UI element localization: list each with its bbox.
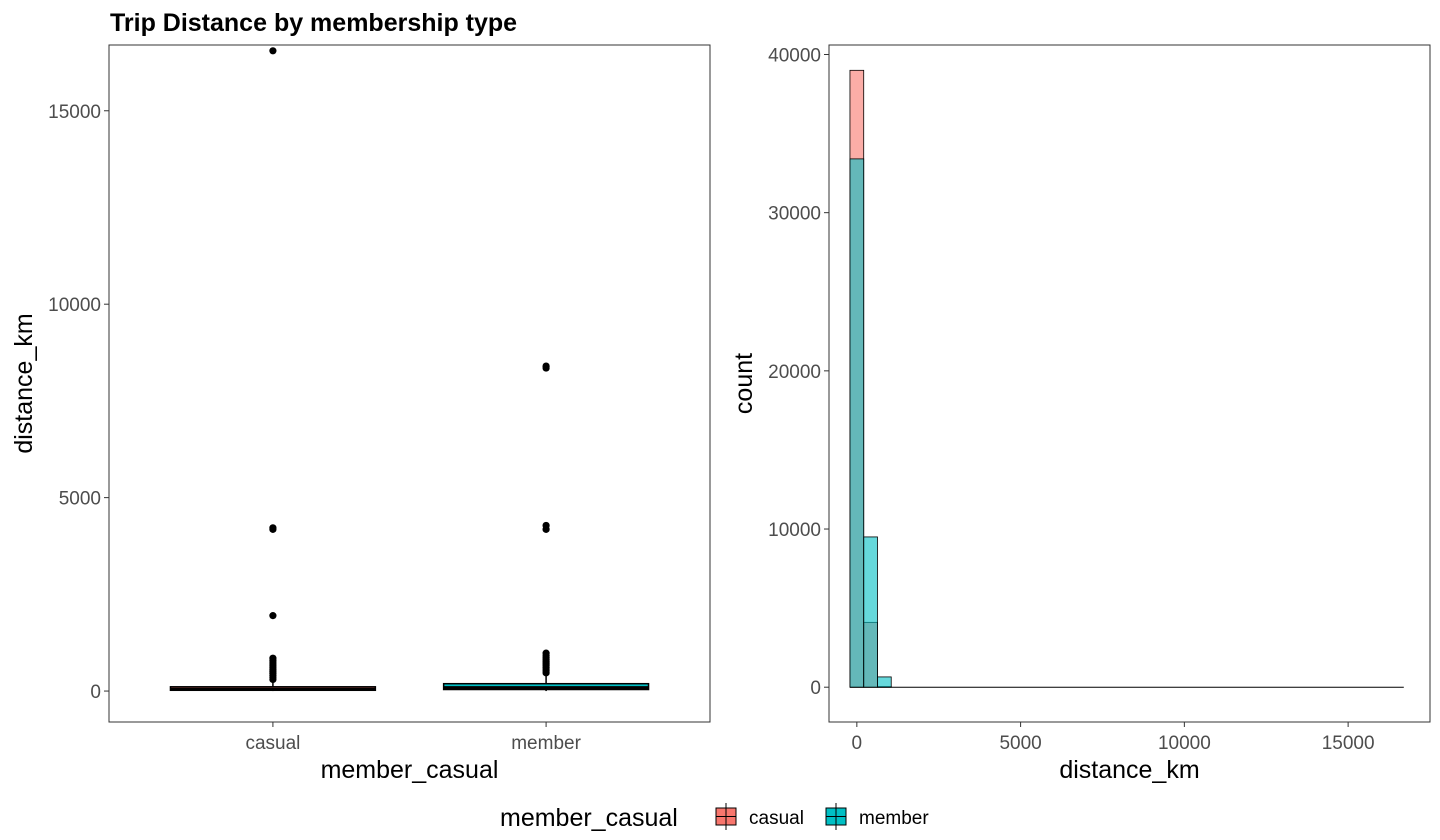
x-axis-title: member_casual — [321, 756, 499, 784]
y-axis-title: distance_km — [10, 313, 38, 453]
legend-title: member_casual — [500, 804, 678, 832]
legend-item-member: member — [825, 803, 929, 830]
casual-outlier-point — [269, 47, 277, 55]
legend-label-member: member — [859, 808, 929, 829]
panel-border — [108, 44, 711, 723]
histogram-panel: 0 10000 20000 30000 40000 0 5000 10000 15000 dist… — [730, 44, 1431, 784]
chart-title: Trip Distance by membership type — [110, 9, 517, 37]
member-outlier-point — [542, 362, 550, 370]
y-axis-title: count — [730, 353, 758, 414]
x-tick-label: casual — [245, 733, 300, 754]
y-tick-label: 0 — [90, 682, 101, 703]
casual-outlier-point — [269, 524, 277, 532]
y-tick-label: 40000 — [768, 45, 821, 66]
member-bar — [877, 676, 892, 688]
y-tick-label: 10000 — [768, 520, 821, 541]
y-tick-label: 5000 — [59, 489, 101, 510]
y-tick-label: 15000 — [48, 102, 101, 123]
legend-item-casual: casual — [715, 803, 804, 830]
x-axis-title: distance_km — [1059, 756, 1199, 784]
y-tick-label: 20000 — [768, 362, 821, 383]
legend: member_casual casual member — [500, 803, 929, 832]
x-tick-label: member — [511, 733, 581, 754]
casual-outlier-point — [269, 654, 277, 662]
member-bar — [849, 158, 865, 688]
x-tick-label: 10000 — [1158, 733, 1211, 754]
x-tick-label: 5000 — [999, 733, 1041, 754]
member-bar — [863, 536, 878, 688]
y-tick-label: 10000 — [48, 295, 101, 316]
member-outlier-point — [542, 649, 550, 657]
panel-border — [828, 44, 1431, 723]
y-tick-label: 0 — [810, 678, 821, 699]
x-tick-label: 15000 — [1322, 733, 1375, 754]
boxplot-panel: 0 5000 10000 15000 casual member member_casual… — [10, 44, 711, 784]
casual-outlier-point — [269, 612, 277, 620]
legend-label-casual: casual — [749, 808, 804, 829]
x-tick-label: 0 — [852, 733, 863, 754]
member-outlier-point — [542, 521, 550, 530]
y-tick-label: 30000 — [768, 204, 821, 225]
